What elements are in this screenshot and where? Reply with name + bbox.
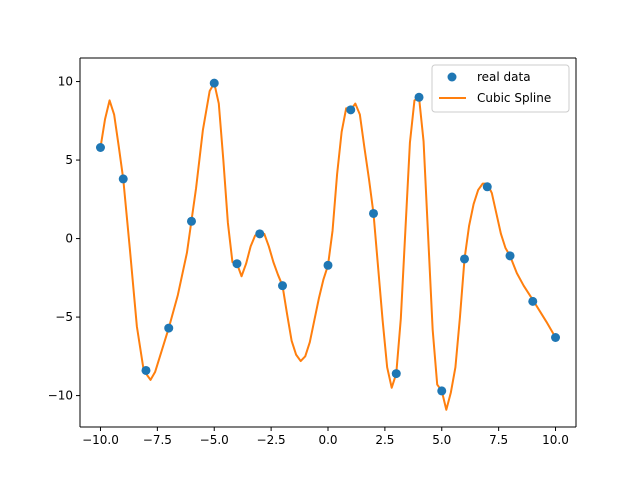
- plot-area: [95, 78, 561, 411]
- x-tick-label: 10.0: [542, 433, 569, 447]
- data-point: [414, 92, 424, 102]
- data-point: [118, 174, 128, 184]
- data-point: [141, 365, 151, 375]
- data-point: [391, 369, 401, 379]
- data-point: [482, 182, 492, 192]
- data-point: [437, 386, 447, 396]
- series-line-cubic-spline: [99, 82, 557, 411]
- legend-label-cubic-spline: Cubic Spline: [477, 91, 551, 105]
- data-point: [232, 259, 242, 269]
- y-tick-label: 10: [58, 75, 73, 89]
- y-tick-label: 0: [65, 232, 73, 246]
- data-point: [278, 281, 287, 291]
- y-tick-label: −5: [55, 310, 73, 324]
- data-point: [346, 105, 356, 115]
- data-point: [551, 333, 561, 342]
- axes: −10.0 −7.5 −5.0 −2.5 0.0 2.5 5.0 7.5 10.0 −10 −5 0 5…: [48, 57, 577, 447]
- x-tick-label: 5.0: [432, 433, 451, 447]
- data-point: [95, 143, 105, 152]
- data-point: [164, 323, 174, 333]
- x-tick-label: −7.5: [143, 433, 172, 447]
- x-tick-label: −2.5: [257, 433, 286, 447]
- y-tick-label: 5: [65, 153, 73, 167]
- y-tick-label: −10: [48, 389, 73, 403]
- legend-marker-real-data: [447, 72, 457, 82]
- data-point: [528, 296, 538, 306]
- x-tick-label: 2.5: [375, 433, 394, 447]
- data-point: [505, 251, 515, 261]
- legend-box: [431, 64, 570, 113]
- x-tick-label: −5.0: [200, 433, 229, 447]
- legend-label-real-data: real data: [477, 70, 531, 84]
- data-point: [186, 216, 196, 226]
- data-point: [255, 229, 265, 239]
- data-point: [323, 260, 333, 270]
- x-tick-label: 0.0: [318, 433, 337, 447]
- legend: real data Cubic Spline: [431, 64, 570, 113]
- data-point: [209, 78, 219, 88]
- data-point: [369, 208, 378, 218]
- x-tick-label: −10.0: [82, 433, 119, 447]
- data-point: [460, 254, 470, 264]
- x-tick-label: 7.5: [489, 433, 508, 447]
